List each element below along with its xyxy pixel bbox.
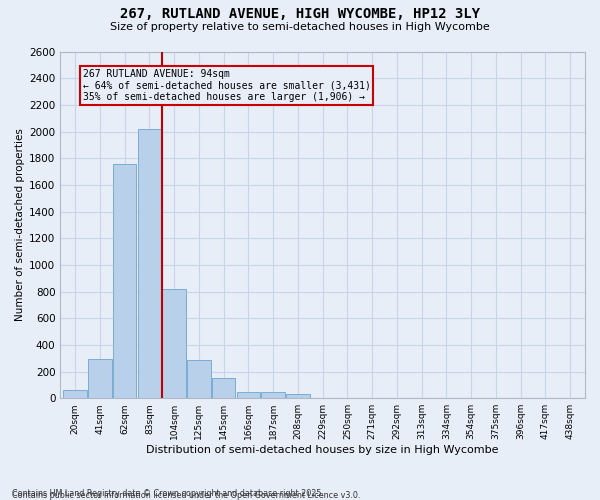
Bar [212, 378, 235, 398]
Y-axis label: Number of semi-detached properties: Number of semi-detached properties [15, 128, 25, 322]
X-axis label: Distribution of semi-detached houses by size in High Wycombe: Distribution of semi-detached houses by … [146, 445, 499, 455]
Text: 267, RUTLAND AVENUE, HIGH WYCOMBE, HP12 3LY: 267, RUTLAND AVENUE, HIGH WYCOMBE, HP12 … [120, 8, 480, 22]
Text: Size of property relative to semi-detached houses in High Wycombe: Size of property relative to semi-detach… [110, 22, 490, 32]
Bar [286, 394, 310, 398]
Bar [262, 392, 285, 398]
Bar [64, 390, 87, 398]
Bar [88, 359, 112, 398]
Bar [137, 129, 161, 398]
Text: 267 RUTLAND AVENUE: 94sqm
← 64% of semi-detached houses are smaller (3,431)
35% : 267 RUTLAND AVENUE: 94sqm ← 64% of semi-… [83, 69, 370, 102]
Bar [113, 164, 136, 398]
Text: Contains HM Land Registry data © Crown copyright and database right 2025.: Contains HM Land Registry data © Crown c… [12, 488, 324, 498]
Bar [163, 289, 186, 398]
Bar [236, 392, 260, 398]
Bar [187, 360, 211, 398]
Text: Contains public sector information licensed under the Open Government Licence v3: Contains public sector information licen… [12, 491, 361, 500]
